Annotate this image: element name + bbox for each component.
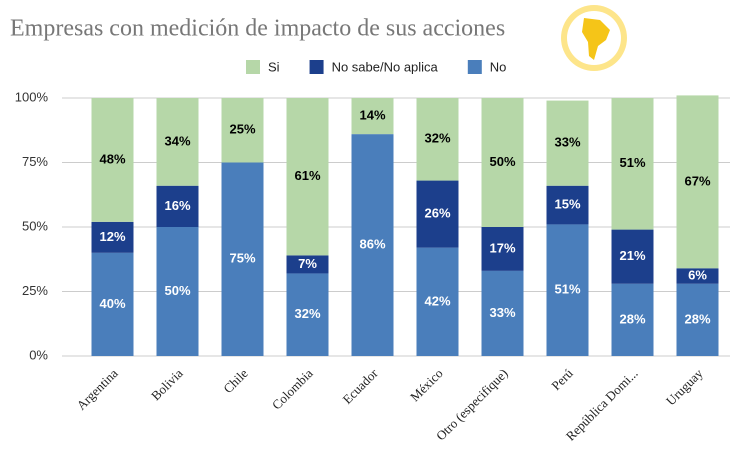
data-label: 26% bbox=[424, 206, 450, 221]
bar-segment bbox=[286, 273, 329, 356]
bar-segment bbox=[676, 283, 719, 356]
data-label: 33% bbox=[554, 135, 580, 150]
data-label: 14% bbox=[359, 107, 385, 122]
bar-segment bbox=[221, 98, 264, 163]
y-tick-label: 50% bbox=[22, 218, 48, 233]
data-label: 61% bbox=[294, 168, 320, 183]
data-label: 50% bbox=[489, 154, 515, 169]
bar-segment bbox=[351, 98, 394, 135]
legend-swatch bbox=[467, 60, 482, 74]
bar-segment bbox=[676, 268, 719, 284]
data-label: 33% bbox=[489, 305, 515, 320]
bar-segment bbox=[221, 162, 264, 356]
data-label: 32% bbox=[294, 306, 320, 321]
bar-segment bbox=[91, 221, 134, 253]
logo-map bbox=[582, 18, 610, 60]
legend-swatch bbox=[246, 60, 260, 74]
bar-segment bbox=[156, 98, 199, 186]
data-label: 32% bbox=[424, 131, 450, 146]
data-label: 28% bbox=[684, 311, 710, 326]
data-label: 21% bbox=[619, 248, 645, 263]
bar-segment bbox=[546, 185, 589, 225]
legend-label: No sabe/No aplica bbox=[332, 59, 439, 74]
data-label: 28% bbox=[619, 311, 645, 326]
y-tick-label: 75% bbox=[22, 154, 48, 169]
data-label: 34% bbox=[164, 133, 190, 148]
bar-segment bbox=[416, 247, 459, 356]
data-label: 7% bbox=[298, 256, 317, 271]
data-label: 17% bbox=[489, 240, 515, 255]
logo bbox=[561, 5, 627, 71]
data-label: 51% bbox=[619, 155, 645, 170]
x-tick-label: Argentina bbox=[74, 365, 121, 412]
data-label: 51% bbox=[554, 282, 580, 297]
data-label: 12% bbox=[99, 229, 125, 244]
bar-segment bbox=[286, 98, 329, 256]
bar-segment bbox=[546, 100, 589, 186]
bar-segment bbox=[91, 252, 134, 356]
chart-title: Empresas con medición de impacto de sus … bbox=[10, 16, 505, 42]
data-label: 15% bbox=[554, 197, 580, 212]
legend-label: Si bbox=[268, 59, 280, 74]
data-label: 86% bbox=[359, 236, 385, 251]
bar-segment bbox=[611, 283, 654, 356]
bar-segment bbox=[286, 255, 329, 274]
data-label: 25% bbox=[229, 122, 255, 137]
data-label: 16% bbox=[164, 198, 190, 213]
data-label: 40% bbox=[99, 296, 125, 311]
bar-segment bbox=[611, 229, 654, 284]
y-tick-label: 100% bbox=[15, 89, 49, 104]
x-tick-label: Ecuador bbox=[339, 365, 381, 407]
x-tick-label: Uruguay bbox=[663, 365, 706, 408]
bar-segment bbox=[546, 224, 589, 356]
bar-segment bbox=[676, 95, 719, 269]
bar-segment bbox=[611, 98, 654, 230]
legend-swatch bbox=[309, 60, 324, 74]
data-label: 75% bbox=[229, 251, 255, 266]
x-tick-label: Chile bbox=[220, 365, 251, 396]
y-tick-label: 0% bbox=[29, 347, 48, 362]
bar-segment bbox=[481, 270, 524, 356]
x-tick-label: Colombia bbox=[269, 365, 316, 412]
data-label: 6% bbox=[688, 267, 707, 282]
bar-segment bbox=[156, 227, 199, 356]
data-label: 42% bbox=[424, 293, 450, 308]
bar-segment bbox=[481, 98, 524, 227]
data-label: 67% bbox=[684, 173, 710, 188]
bar-segment bbox=[351, 134, 394, 356]
data-label: 50% bbox=[164, 283, 190, 298]
bar-segment bbox=[156, 185, 199, 227]
legend-label: No bbox=[490, 59, 507, 74]
y-tick-label: 25% bbox=[22, 283, 48, 298]
bar-segment bbox=[91, 98, 134, 222]
data-label: 48% bbox=[99, 151, 125, 166]
x-tick-label: Bolivia bbox=[148, 365, 186, 403]
x-tick-label: Perú bbox=[548, 365, 576, 393]
bar-segment bbox=[481, 227, 524, 271]
x-tick-label: México bbox=[407, 366, 446, 405]
bar-segment bbox=[416, 98, 459, 181]
bar-segment bbox=[416, 180, 459, 248]
